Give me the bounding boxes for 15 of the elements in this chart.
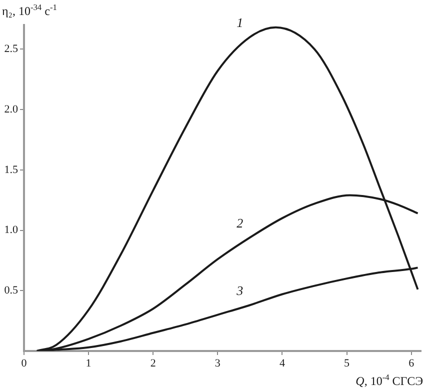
x-tick-label: 1: [86, 357, 92, 370]
x-tick-label: 4: [279, 357, 286, 370]
x-tick-label: 3: [214, 357, 221, 370]
y-tick-label: 1.0: [4, 224, 18, 236]
y-tick-label: 0.5: [4, 284, 18, 297]
series-label: 1: [236, 15, 244, 30]
x-tick-label: 0: [21, 357, 28, 370]
series-label: 3: [236, 283, 244, 298]
x-tick-label: 5: [344, 357, 350, 370]
y-tick-label: 2.0: [4, 103, 18, 116]
x-tick-label: 2: [150, 357, 156, 370]
y-tick-label: 2.5: [4, 43, 18, 56]
y-tick-label: 1.5: [4, 164, 18, 176]
x-tick-label: 6: [408, 357, 415, 370]
series-label: 2: [236, 216, 244, 231]
